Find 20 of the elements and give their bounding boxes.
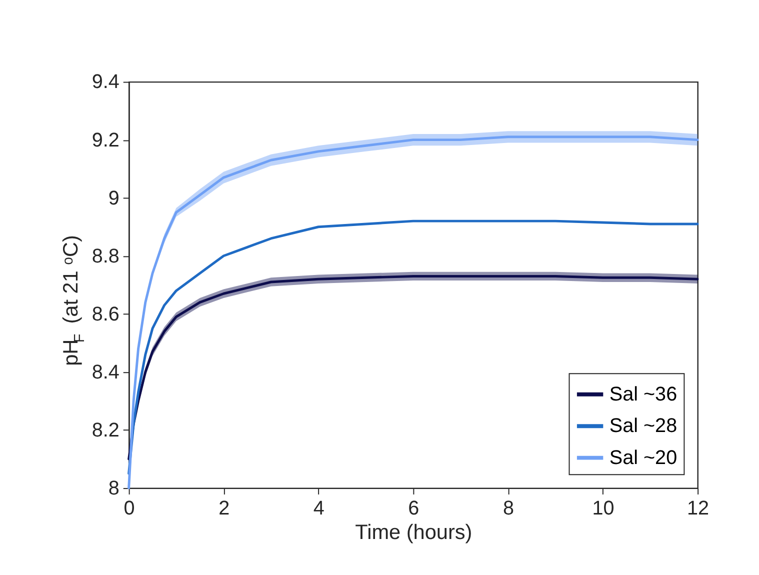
y-tick-label: 9 [108,187,120,210]
x-tick-label: 12 [687,497,710,520]
x-tick-label: 0 [124,497,135,520]
x-tick-label: 6 [408,497,420,520]
y-tick-label: 8.4 [92,361,120,384]
line-series [128,220,699,475]
y-tick-label: 8 [108,477,120,500]
legend-label: Sal ~20 [609,446,678,469]
x-axis-title: Time (hours) [355,521,472,544]
y-tick-label: 8.2 [92,419,120,442]
y-tick-label: 9.4 [92,71,120,94]
x-tick-label: 4 [313,497,324,520]
legend-label: Sal ~28 [609,415,678,438]
y-tick-label: 8.8 [92,245,120,268]
x-tick-label: 10 [592,497,614,520]
x-tick-label: 8 [502,497,514,520]
y-tick-label: 8.6 [92,303,120,326]
x-tick-label: 2 [218,497,230,520]
y-tick-label: 9.2 [92,129,120,152]
legend-label: Sal ~36 [609,383,678,406]
